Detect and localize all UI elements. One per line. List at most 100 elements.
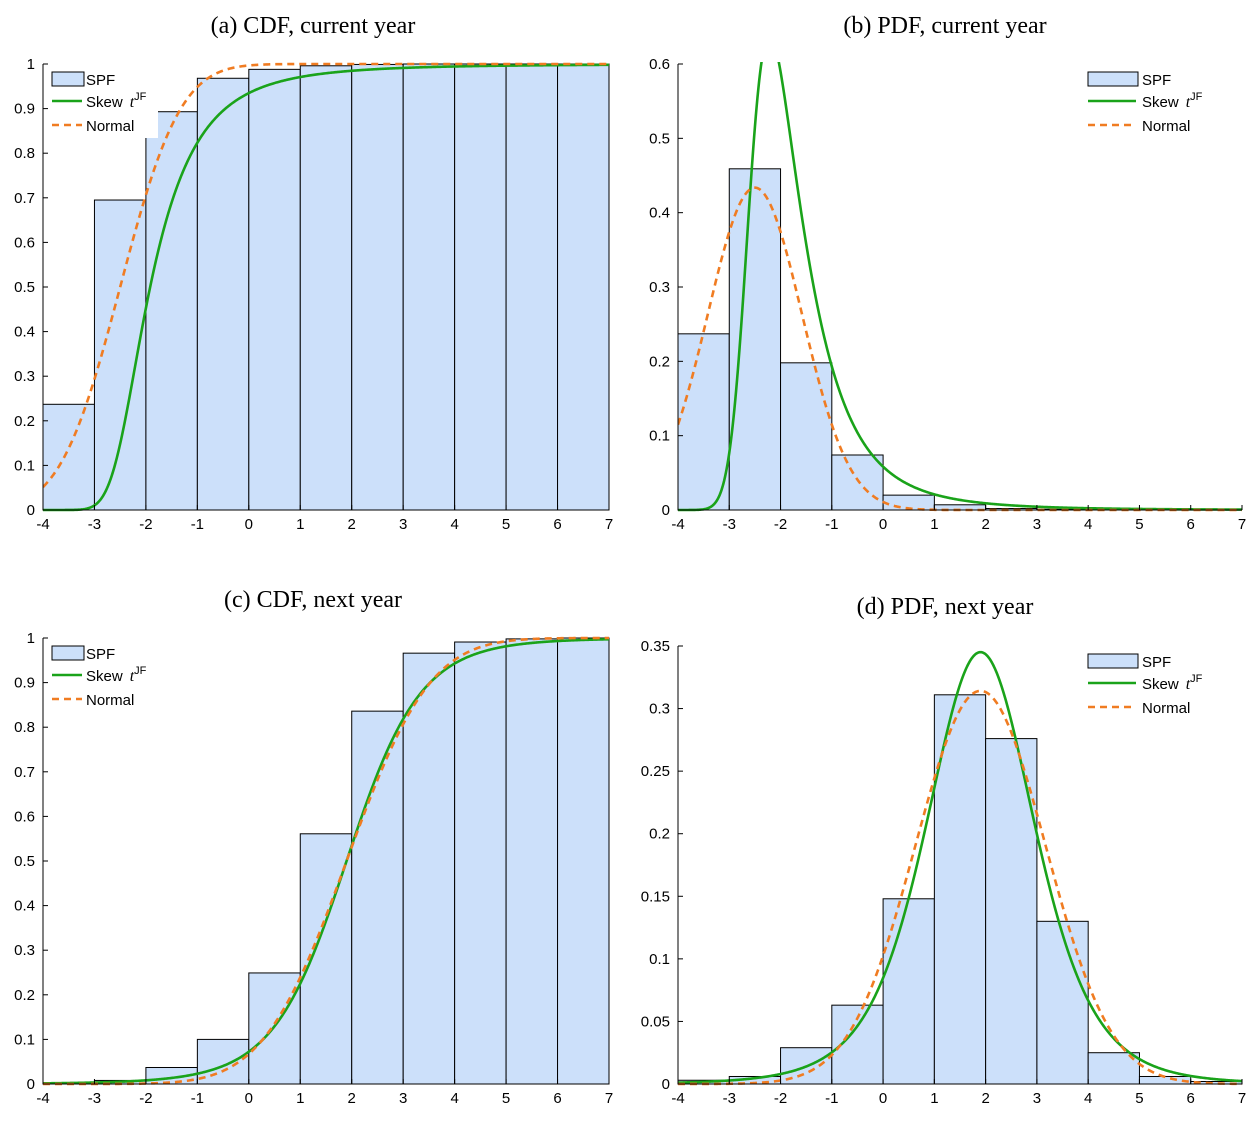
x-tick-label: -4 <box>671 516 684 533</box>
y-tick-label: 0.3 <box>649 279 670 296</box>
y-tick-label: 0.1 <box>14 457 35 474</box>
x-tick-label: 4 <box>1084 516 1092 533</box>
y-tick-label: 0.6 <box>14 808 35 825</box>
x-tick-label: -3 <box>723 1090 736 1107</box>
y-tick-label: 0.3 <box>14 942 35 959</box>
y-tick-label: 0.35 <box>641 638 670 655</box>
x-tick-label: -2 <box>774 516 787 533</box>
y-tick-label: 0.6 <box>649 56 670 73</box>
x-tick-label: 2 <box>981 1090 989 1107</box>
legend-label-spf: SPF <box>86 646 115 663</box>
x-tick-label: 4 <box>1084 1090 1092 1107</box>
curve-group <box>43 62 609 512</box>
x-tick-label: 6 <box>1187 516 1195 533</box>
legend-skew-prefix: Skew <box>1142 676 1179 693</box>
chart-panel-d: (d) PDF, next year -4 -3 -2 -1 0 1 2 3 4 5 6 7 0 0.05 0… <box>641 594 1246 1107</box>
y-tick-label: 0.2 <box>649 353 670 370</box>
legend-skew-sup: JF <box>1190 91 1203 103</box>
bar <box>1036 920 1089 1085</box>
y-tick-label: 0.3 <box>649 701 670 718</box>
y-tick-label: 0 <box>662 1076 670 1093</box>
x-tick-label: -3 <box>723 516 736 533</box>
legend-label-normal: Normal <box>1142 118 1190 135</box>
y-tick-label: 0.4 <box>14 898 35 915</box>
x-tick-label: -2 <box>139 1090 152 1107</box>
x-tick-label: 2 <box>348 1090 356 1107</box>
x-tick-label: 7 <box>605 516 613 533</box>
x-tick-label: -2 <box>139 516 152 533</box>
y-tick-label: 0.7 <box>14 190 35 207</box>
x-tick-label: 3 <box>399 516 407 533</box>
chart-title: (b) PDF, current year <box>843 13 1046 39</box>
legend-label-normal: Normal <box>1142 700 1190 717</box>
x-tick-label: 1 <box>296 516 304 533</box>
y-tick-label: 0.25 <box>641 763 670 780</box>
bar <box>248 68 301 511</box>
chart-title: (d) PDF, next year <box>857 594 1034 620</box>
legend-skew-prefix: Skew <box>86 668 123 685</box>
x-tick-label: -1 <box>825 1090 838 1107</box>
normal-line <box>678 689 1242 1086</box>
bar <box>728 168 782 511</box>
x-tick-label: 5 <box>502 1090 510 1107</box>
legend-label-normal: Normal <box>86 118 134 135</box>
legend-skew-t: t <box>130 94 135 111</box>
x-tick-label: 0 <box>245 1090 253 1107</box>
x-tick-label: 0 <box>245 516 253 533</box>
legend-label-spf: SPF <box>1142 654 1171 671</box>
legend-label-skew: Skew tJF <box>1142 91 1203 111</box>
y-tick-label: 0.7 <box>14 764 35 781</box>
bar <box>351 63 404 511</box>
legend-label-spf: SPF <box>86 72 115 89</box>
x-tick-label: 5 <box>1135 1090 1143 1107</box>
skew-line <box>43 63 609 512</box>
x-tick-label: 2 <box>348 516 356 533</box>
curve-group <box>43 636 609 1086</box>
bar <box>882 898 935 1085</box>
bar <box>505 638 559 1085</box>
x-tick-label: -1 <box>825 516 838 533</box>
y-tick-label: 0.2 <box>14 987 35 1004</box>
y-tick-label: 0.3 <box>14 368 35 385</box>
bar <box>454 63 507 511</box>
x-tick-label: -4 <box>36 516 49 533</box>
bar <box>299 65 353 511</box>
y-tick-label: 0 <box>662 502 670 519</box>
y-tick-label: 0.4 <box>649 205 670 222</box>
x-tick-label: 0 <box>879 1090 887 1107</box>
bar <box>351 710 404 1085</box>
x-tick-label: 5 <box>502 516 510 533</box>
y-tick-label: 0.8 <box>14 719 35 736</box>
legend-skew-prefix: Skew <box>1142 94 1179 111</box>
legend-skew-prefix: Skew <box>86 94 123 111</box>
x-tick-label: 6 <box>1187 1090 1195 1107</box>
y-tick-label: 0.05 <box>641 1013 670 1030</box>
x-tick-label: 1 <box>930 1090 938 1107</box>
legend-swatch-spf <box>51 71 85 87</box>
legend: SPF Skew tJF Normal <box>50 642 158 712</box>
x-tick-label: -4 <box>671 1090 684 1107</box>
x-tick-label: 3 <box>399 1090 407 1107</box>
legend-skew-sup: JF <box>134 665 147 677</box>
x-tick-label: -3 <box>88 516 101 533</box>
y-tick-label: 1 <box>27 56 35 73</box>
bar <box>831 454 884 511</box>
y-tick-label: 0.2 <box>14 413 35 430</box>
bar <box>557 63 610 511</box>
normal-line <box>43 62 609 488</box>
legend-skew-t: t <box>130 668 135 685</box>
skew-line <box>678 650 1242 1084</box>
x-tick-label: 7 <box>1238 516 1246 533</box>
y-tick-label: 0.15 <box>641 888 670 905</box>
y-tick-label: 0.6 <box>14 234 35 251</box>
legend-swatch-spf <box>51 645 85 661</box>
x-tick-label: 1 <box>296 1090 304 1107</box>
y-tick-label: 0.4 <box>14 324 35 341</box>
chart-title: (c) CDF, next year <box>224 587 402 613</box>
bar-group <box>42 63 610 511</box>
x-tick-label: 6 <box>553 516 561 533</box>
x-tick-label: 3 <box>1033 1090 1041 1107</box>
bar <box>248 972 301 1085</box>
legend-label-spf: SPF <box>1142 72 1171 89</box>
